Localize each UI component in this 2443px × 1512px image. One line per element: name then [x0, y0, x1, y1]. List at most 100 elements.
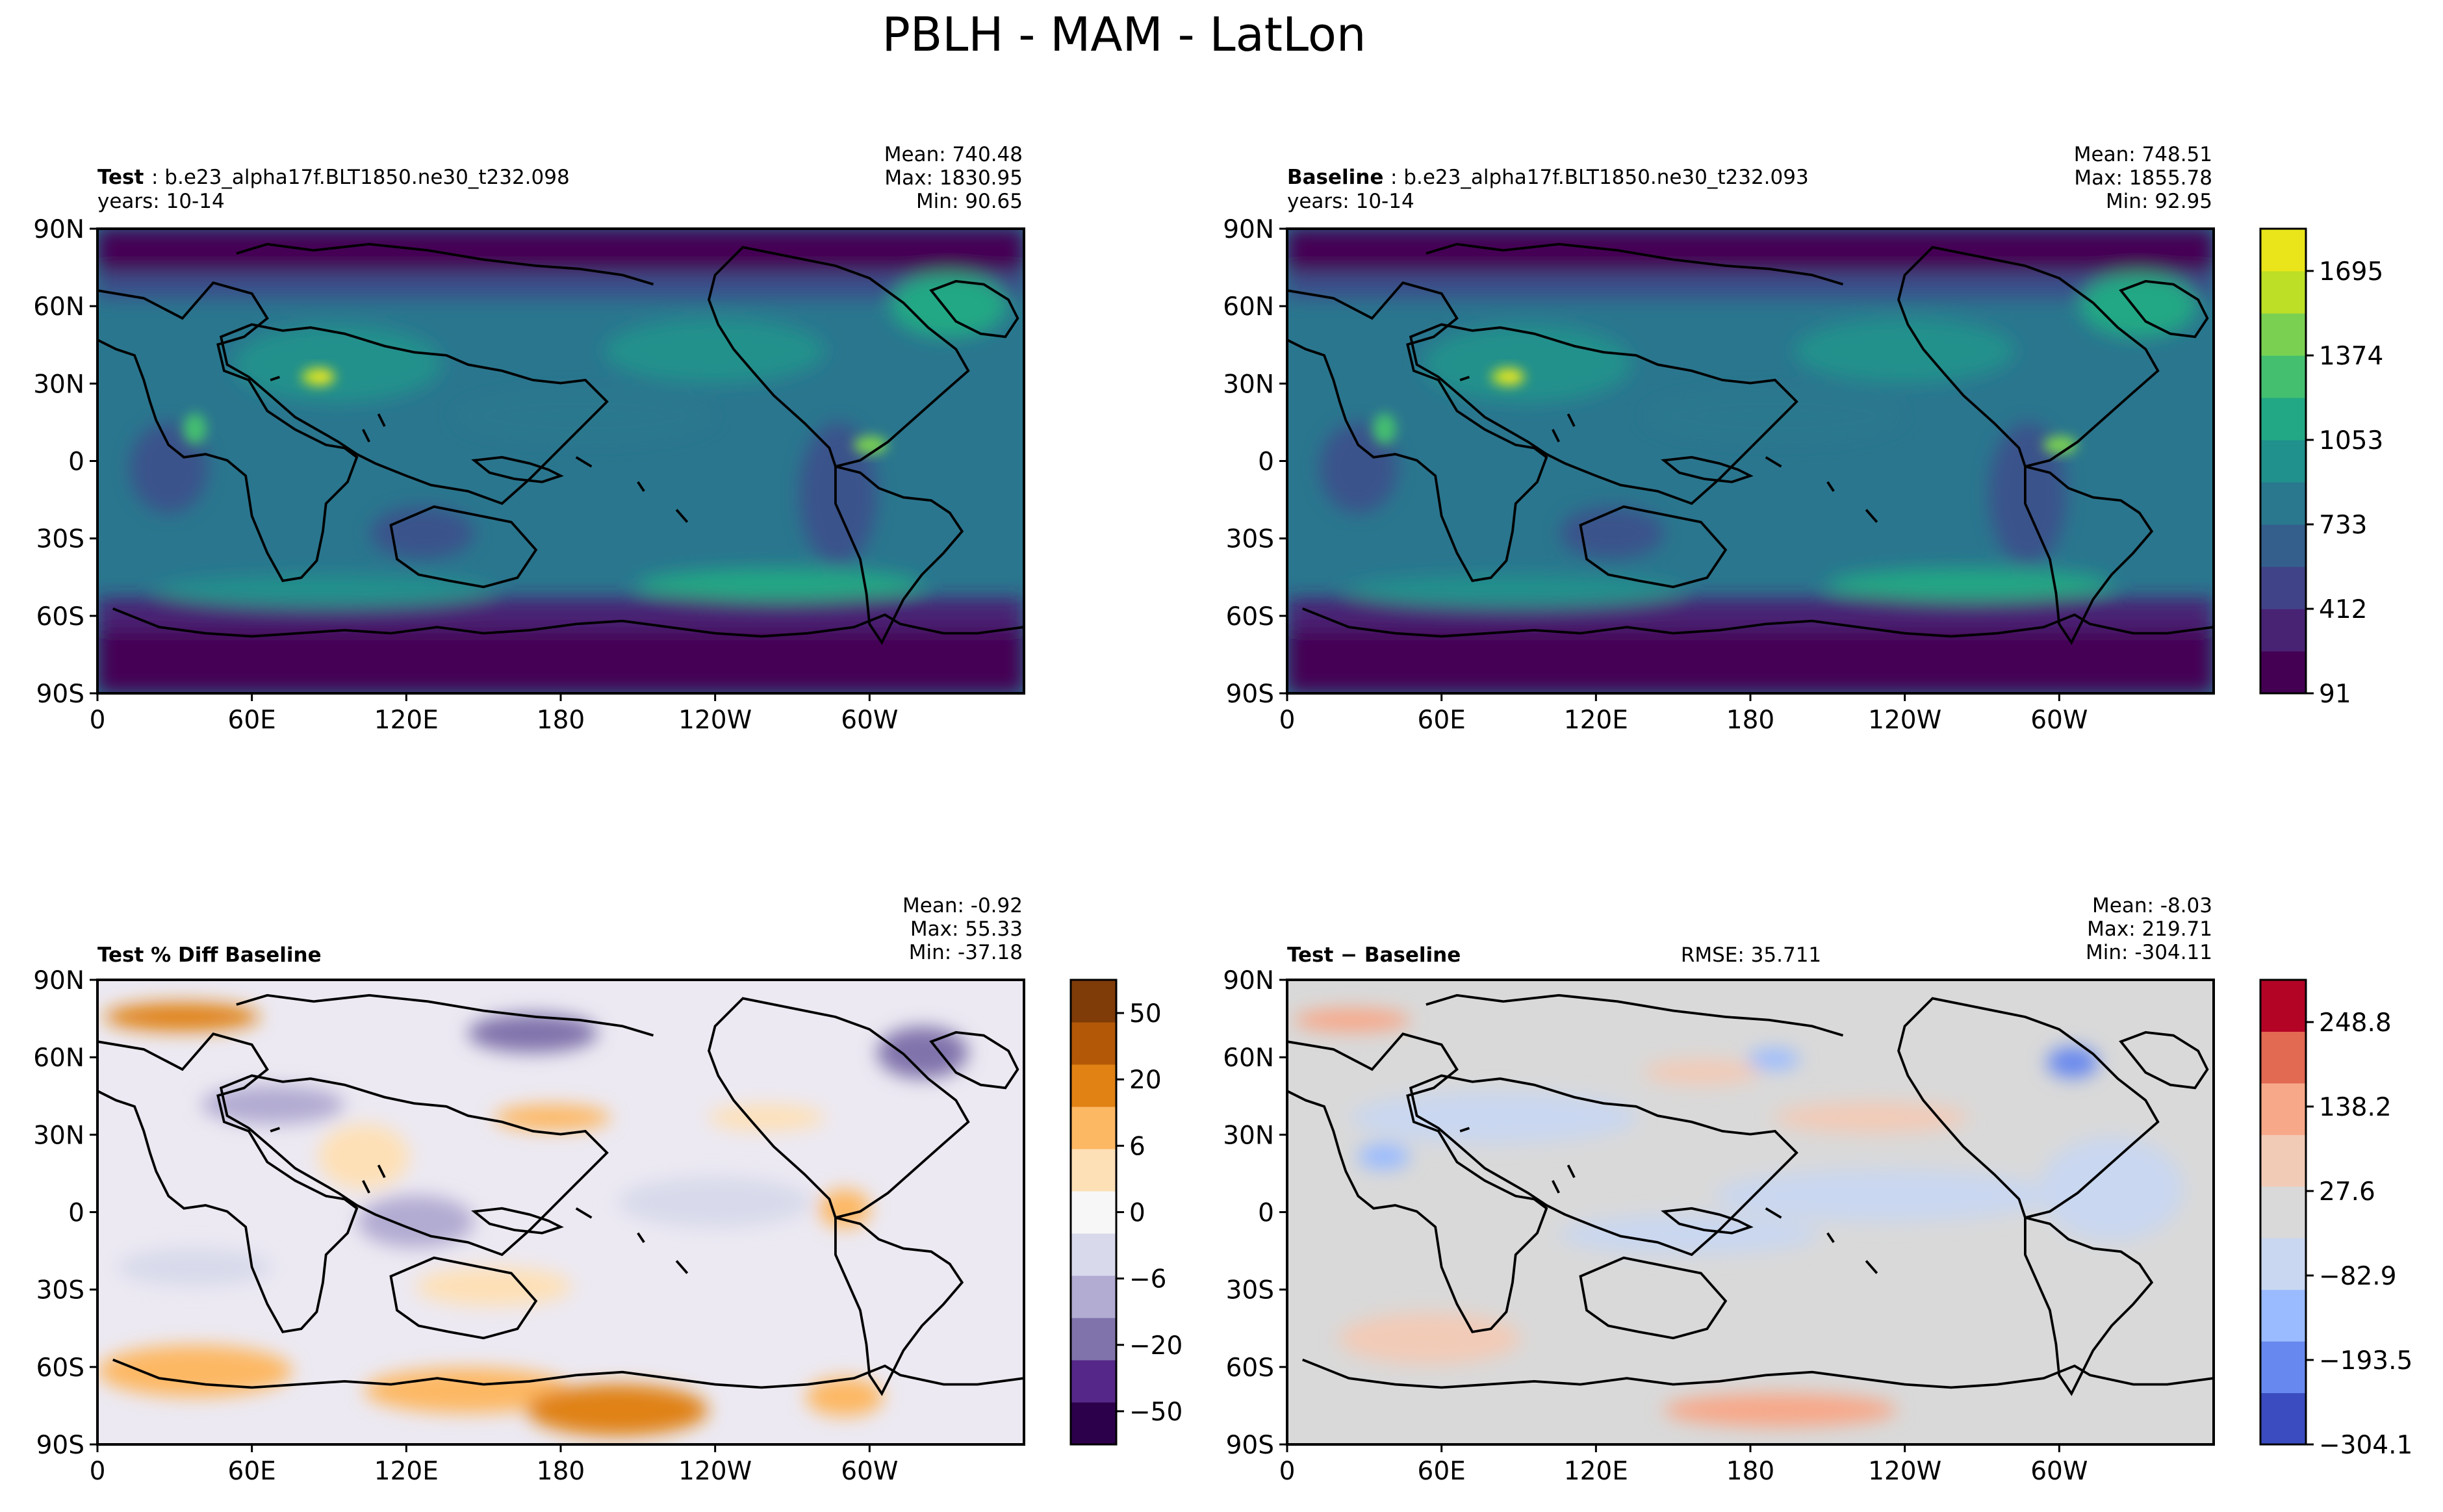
colorbar-tick-label: 1053 — [2319, 426, 2383, 455]
y-tick-label: 30S — [36, 525, 84, 554]
y-tick-label: 60S — [1226, 1353, 1274, 1383]
panel-pctdiff-map — [97, 980, 1024, 1444]
y-tick-label: 90N — [33, 966, 84, 995]
x-tick-label: 180 — [1726, 1457, 1774, 1486]
x-tick-label: 60W — [2030, 1457, 2088, 1486]
y-tick-label: 90S — [36, 680, 84, 709]
colorbar-swatch — [2260, 1289, 2306, 1342]
panel-test-max: Max: 1830.95 — [884, 166, 1023, 190]
colorbar-swatch — [2260, 524, 2306, 567]
panel-baseline-label-bold: Baseline — [1287, 166, 1383, 189]
colorbar-tick-label: 1374 — [2319, 342, 2383, 371]
colorbar-swatch — [1071, 980, 1116, 1023]
x-tick-label: 0 — [90, 706, 106, 735]
colorbar-tick-label: 6 — [1129, 1132, 1145, 1161]
panel-baseline: Baseline : b.e23_alpha17f.BLT1850.ne30_t… — [1223, 143, 2383, 735]
panel-diff-rmse: RMSE: 35.711 — [1681, 943, 1821, 967]
panel-test: Test : b.e23_alpha17f.BLT1850.ne30_t232.… — [33, 143, 1025, 735]
colorbar-tick-label: −304.1 — [2319, 1431, 2412, 1460]
colorbar-swatch — [1071, 1191, 1116, 1234]
colorbar-swatch — [2260, 355, 2306, 398]
colorbar-tick-label: 138.2 — [2319, 1093, 2392, 1122]
colorbar-swatch — [1071, 1149, 1116, 1192]
panel-pctdiff: Test % Diff Baseline Mean: -0.92 Max: 55… — [33, 894, 1183, 1486]
x-tick-label: 0 — [1279, 706, 1296, 735]
colorbar-tick-label: −82.9 — [2319, 1262, 2397, 1291]
panel-baseline-max: Max: 1855.78 — [2074, 166, 2212, 190]
panel-baseline-years: years: 10-14 — [1287, 190, 1414, 213]
colorbar-tick-label: 412 — [2319, 595, 2367, 624]
colorbar-swatch — [1071, 1318, 1116, 1361]
colorbar-swatch — [2260, 1341, 2306, 1394]
y-tick-label: 60N — [33, 292, 84, 322]
colorbar-tick-label: 0 — [1129, 1199, 1145, 1228]
y-tick-label: 90S — [1226, 1431, 1274, 1460]
y-tick-label: 60N — [33, 1044, 84, 1073]
colorbar-swatch — [2260, 1238, 2306, 1290]
y-tick-label: 30S — [1226, 525, 1274, 554]
colorbar-swatch — [2260, 440, 2306, 483]
x-tick-label: 0 — [90, 1457, 106, 1486]
panel-baseline-label: : b.e23_alpha17f.BLT1850.ne30_t232.093 — [1390, 166, 1809, 189]
y-tick-label: 60N — [1223, 1044, 1274, 1073]
colorbar-tick-label: −50 — [1129, 1398, 1183, 1427]
panel-pctdiff-min: Min: -37.18 — [909, 941, 1023, 964]
y-tick-label: 0 — [1258, 448, 1274, 477]
colorbar-tick-label: 1695 — [2319, 257, 2383, 287]
colorbar-coolwarm: −304.1 −193.5 −82.9 27.6 138.2 248.8 — [2259, 979, 2412, 1460]
panel-test-mean: Mean: 740.48 — [884, 143, 1023, 166]
colorbar-frame — [2259, 979, 2307, 1446]
panel-test-label: : b.e23_alpha17f.BLT1850.ne30_t232.098 — [151, 166, 570, 189]
x-tick-label: 120E — [1564, 1457, 1628, 1486]
colorbar-swatch — [1071, 1402, 1116, 1445]
panel-diff-map — [1287, 980, 2214, 1444]
colorbar-swatch — [2260, 271, 2306, 314]
panel-pctdiff-mean: Mean: -0.92 — [902, 894, 1023, 917]
colorbar-swatch — [1071, 1233, 1116, 1276]
colorbar-swatch — [2260, 313, 2306, 356]
colorbar-tick-label: −20 — [1129, 1331, 1183, 1361]
colorbar-swatch — [1071, 1022, 1116, 1065]
panel-diff-label-bold: Test − Baseline — [1287, 943, 1461, 967]
x-tick-label: 120W — [678, 706, 752, 735]
y-tick-label: 90S — [1226, 680, 1274, 709]
colorbar-swatch — [2260, 1031, 2306, 1084]
x-tick-label: 120W — [1868, 1457, 1941, 1486]
y-tick-label: 0 — [1258, 1199, 1274, 1228]
colorbar-swatch — [2260, 398, 2306, 441]
x-tick-label: 120W — [678, 1457, 752, 1486]
y-tick-label: 60S — [36, 602, 84, 632]
panel-diff-min: Min: -304.11 — [2086, 941, 2212, 964]
colorbar-swatch — [2260, 1083, 2306, 1135]
x-tick-label: 180 — [1726, 706, 1774, 735]
x-tick-label: 60E — [228, 706, 276, 735]
x-tick-label: 120E — [374, 1457, 439, 1486]
colorbar-tick-label: 27.6 — [2319, 1177, 2375, 1207]
figure-title: PBLH - MAM - LatLon — [882, 7, 1366, 62]
x-tick-label: 60E — [1418, 1457, 1466, 1486]
y-tick-label: 90N — [1223, 966, 1274, 995]
colorbar-viridis: 91 412 733 1053 1374 1695 — [2259, 227, 2383, 709]
y-tick-label: 30N — [33, 1121, 84, 1150]
x-tick-label: 180 — [537, 1457, 585, 1486]
colorbar-swatch — [2260, 1392, 2306, 1445]
y-tick-label: 30N — [1223, 370, 1274, 399]
x-tick-label: 120W — [1868, 706, 1941, 735]
panel-pctdiff-label-bold: Test % Diff Baseline — [97, 943, 322, 967]
y-tick-label: 0 — [68, 1199, 84, 1228]
colorbar-tick-label: 91 — [2319, 680, 2351, 709]
panel-baseline-map — [1287, 229, 2214, 693]
colorbar-swatch — [2260, 567, 2306, 609]
x-tick-label: 60E — [228, 1457, 276, 1486]
colorbar-tick-label: 50 — [1129, 999, 1162, 1029]
colorbar-tick-label: −6 — [1129, 1265, 1167, 1294]
y-tick-label: 30N — [1223, 1121, 1274, 1150]
y-tick-label: 60S — [36, 1353, 84, 1383]
colorbar-swatch — [2260, 1186, 2306, 1238]
colorbar-frame — [2259, 227, 2307, 695]
y-tick-label: 0 — [68, 448, 84, 477]
colorbar-swatch — [1071, 1107, 1116, 1149]
x-tick-label: 120E — [374, 706, 439, 735]
colorbar-puor: −50 −20 −6 0 6 20 50 — [1069, 979, 1183, 1446]
